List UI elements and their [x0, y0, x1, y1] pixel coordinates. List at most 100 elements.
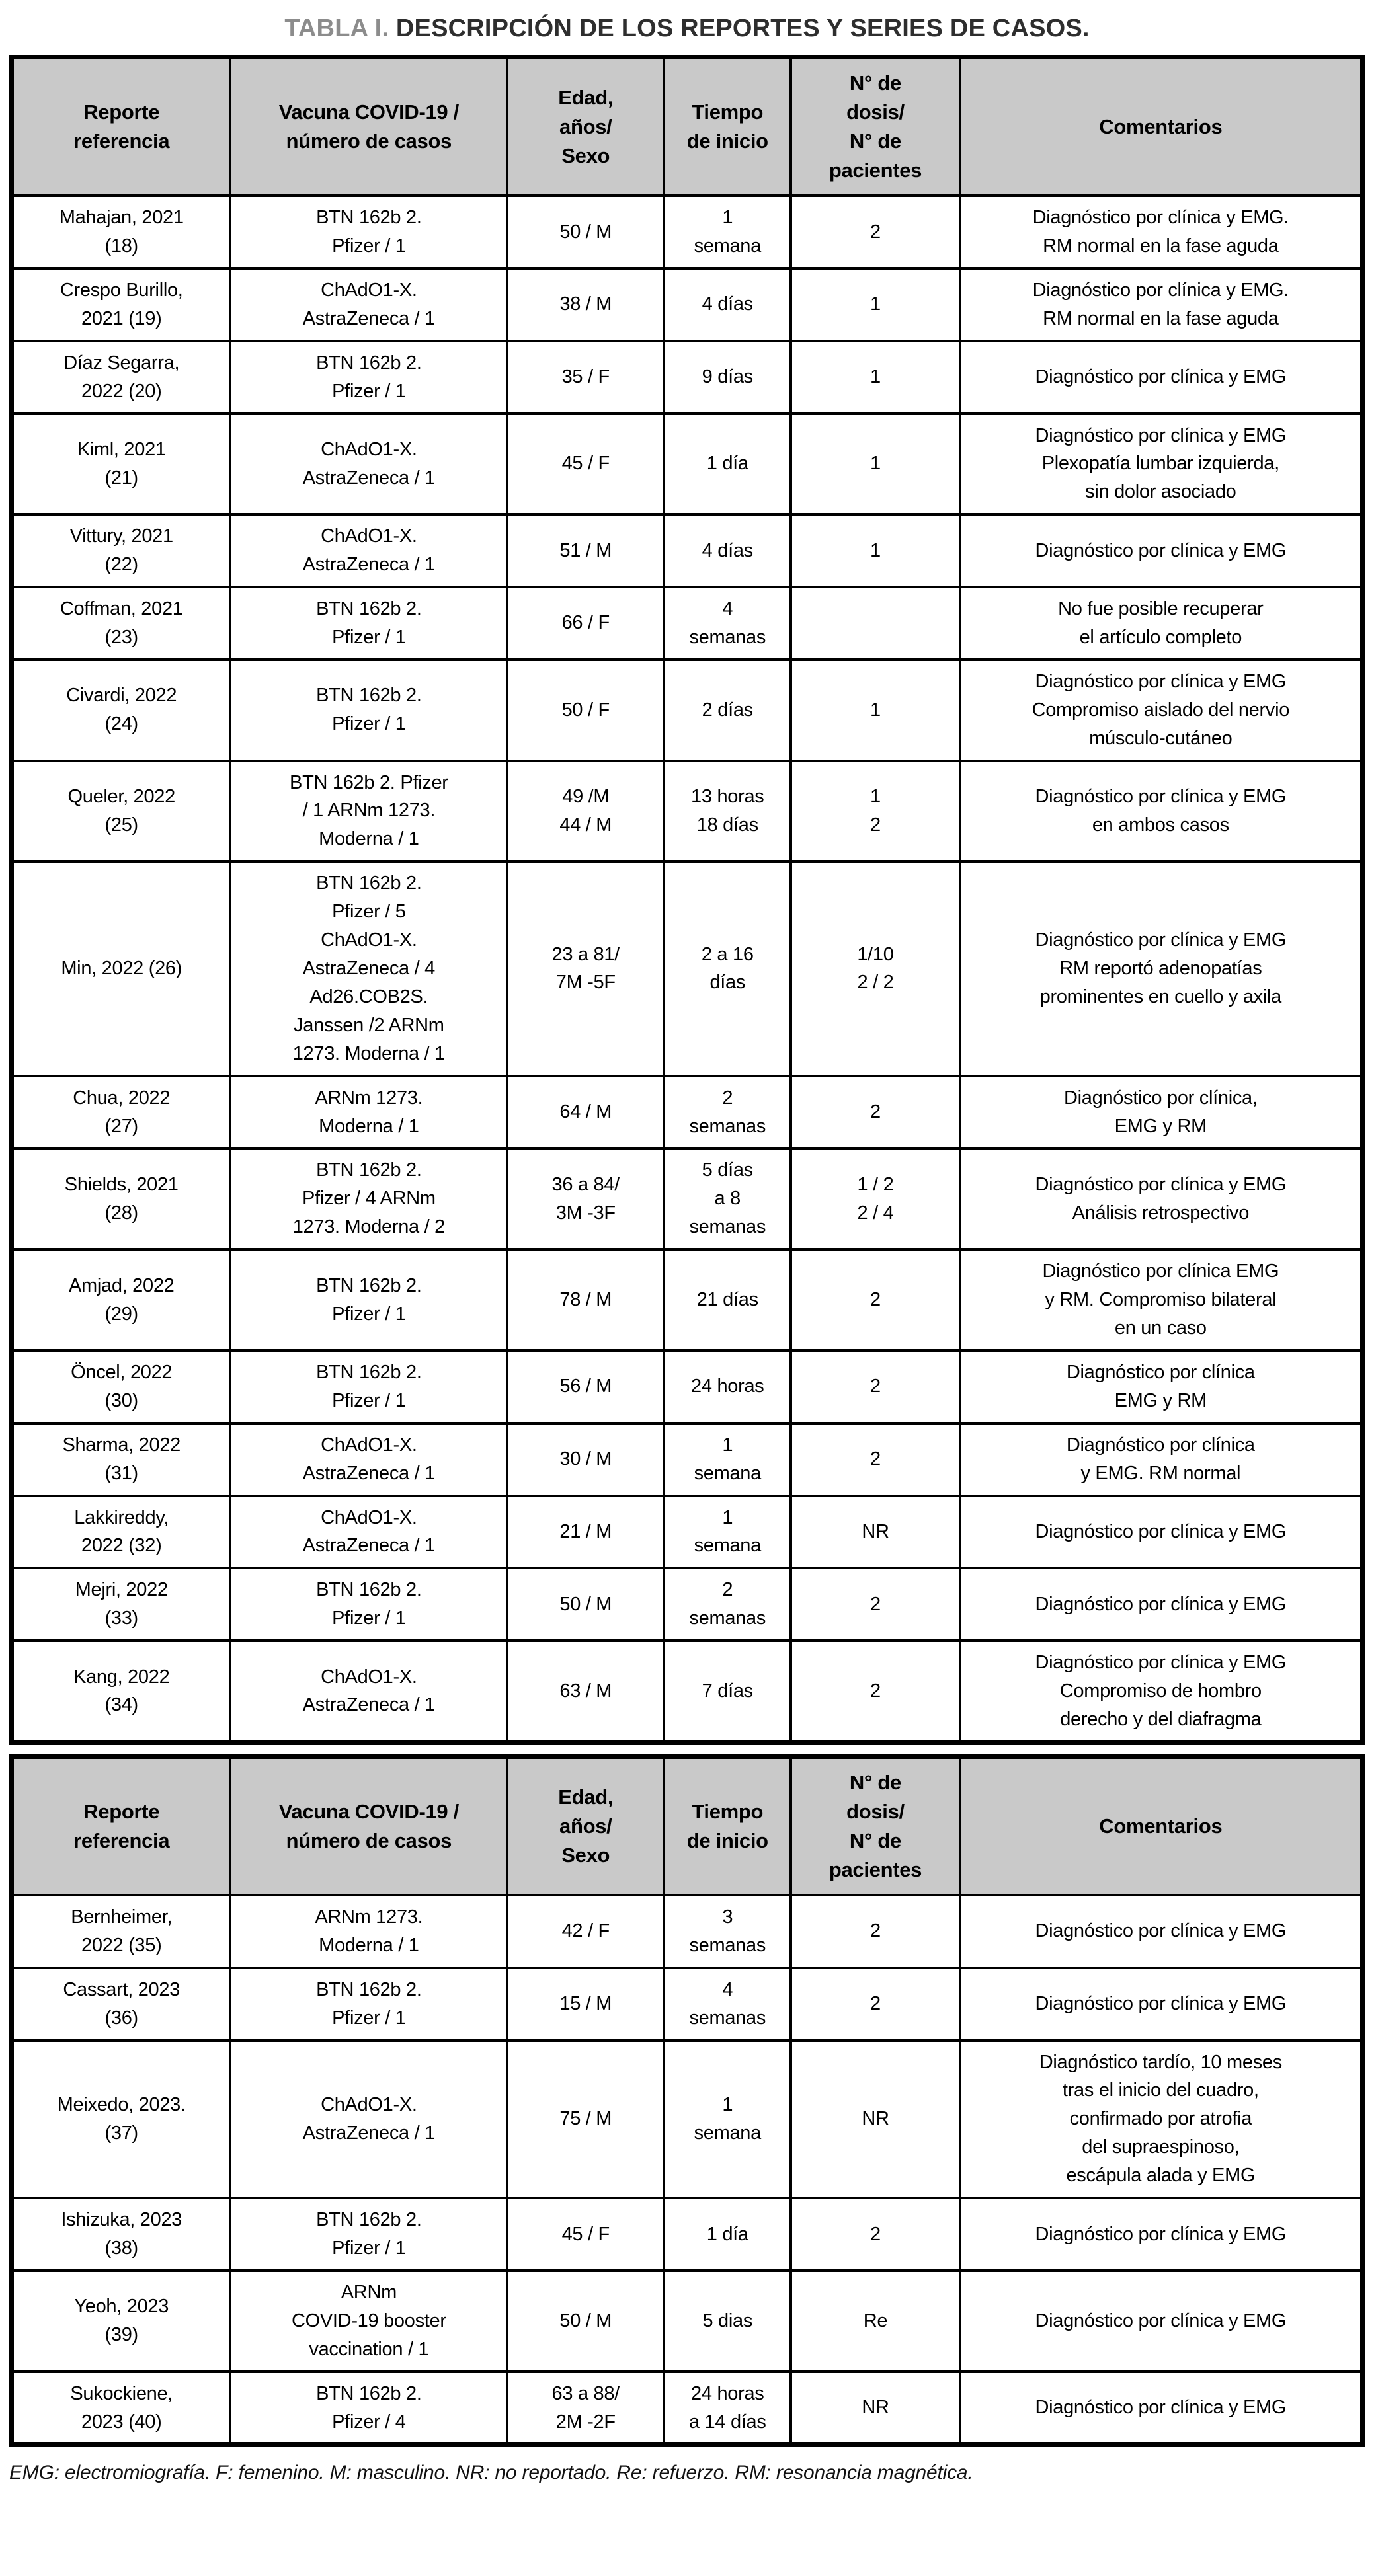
cell-dosis: 2	[789, 1893, 961, 1969]
table-row: Bernheimer, 2022 (35) ARNm 1273. Moderna …	[10, 1893, 1364, 1969]
cell-vacuna: BTN 162b 2. Pfizer / 1	[229, 2197, 509, 2272]
cell-vacuna: BTN 162b 2. Pfizer / 1	[229, 1248, 509, 1352]
cell-comentarios: Diagnóstico por clínica y EMG en ambos c…	[958, 759, 1364, 863]
cell-tiempo: 24 horas a 14 días	[663, 2370, 793, 2446]
table-row: Sharma, 2022 (31) ChAdO1-X. AstraZeneca /…	[10, 1421, 1364, 1497]
cell-ref: Sharma, 2022 (31)	[10, 1421, 232, 1497]
cell-comentarios: No fue posible recuperar el artículo com…	[958, 586, 1364, 661]
cell-comentarios: Diagnóstico por clínica y EMG Plexopatía…	[958, 412, 1364, 516]
cell-dosis: 2	[789, 1074, 961, 1150]
cell-dosis: 2	[789, 2197, 961, 2272]
cell-tiempo: 5 días a 8 semanas	[663, 1147, 793, 1251]
column-header-tiempo: Tiempo de inicio	[663, 56, 793, 198]
cases-table-2: Reporte referencia Vacuna COVID-19 / núme…	[9, 1754, 1365, 2448]
table-row: Cassart, 2023 (36) BTN 162b 2. Pfizer / 1…	[10, 1966, 1364, 2042]
cell-ref: Cassart, 2023 (36)	[10, 1966, 232, 2042]
cell-ref: Lakkireddy, 2022 (32)	[10, 1494, 232, 1570]
cell-dosis: 1	[789, 412, 961, 516]
column-header-ref: Reporte referencia	[10, 1755, 232, 1896]
cell-comentarios: Diagnóstico por clínica y EMG	[958, 2370, 1364, 2446]
cell-vacuna: BTN 162b 2. Pfizer / 1	[229, 658, 509, 762]
table-row: Mahajan, 2021 (18) BTN 162b 2. Pfizer / 1…	[10, 194, 1364, 270]
cell-ref: Mejri, 2022 (33)	[10, 1567, 232, 1643]
cell-dosis: 1	[789, 513, 961, 589]
cell-edad: 50 / M	[506, 1567, 666, 1643]
cell-tiempo: 4 semanas	[663, 586, 793, 661]
cell-dosis: 2	[789, 1248, 961, 1352]
cell-tiempo: 5 dias	[663, 2269, 793, 2373]
table-row: Queler, 2022 (25) BTN 162b 2. Pfizer / 1 …	[10, 759, 1364, 863]
cell-dosis: NR	[789, 2370, 961, 2446]
table-row: Sukockiene, 2023 (40) BTN 162b 2. Pfizer …	[10, 2370, 1364, 2446]
cell-vacuna: ARNm 1273. Moderna / 1	[229, 1074, 509, 1150]
table-row: Lakkireddy, 2022 (32) ChAdO1-X. AstraZene…	[10, 1494, 1364, 1570]
cell-ref: Crespo Burillo, 2021 (19)	[10, 266, 232, 342]
column-header-tiempo: Tiempo de inicio	[663, 1755, 793, 1896]
cell-tiempo: 24 horas	[663, 1348, 793, 1425]
cell-vacuna: BTN 162b 2. Pfizer / 1	[229, 1966, 509, 2042]
column-header-dosis: N° de dosis/ N° de pacientes	[789, 56, 961, 198]
cell-comentarios: Diagnóstico por clínica y EMG Compromiso…	[958, 1639, 1364, 1744]
cell-tiempo: 2 semanas	[663, 1567, 793, 1643]
column-header-dosis: N° de dosis/ N° de pacientes	[789, 1755, 961, 1896]
table-row: Meixedo, 2023. (37) ChAdO1-X. AstraZeneca…	[10, 2039, 1364, 2200]
cell-comentarios: Diagnóstico por clínica y EMG	[958, 1567, 1364, 1643]
cell-comentarios: Diagnóstico por clínica y EMG	[958, 339, 1364, 415]
cell-dosis: 1 2	[789, 759, 961, 863]
column-header-vacuna: Vacuna COVID-19 / número de casos	[229, 1755, 509, 1896]
cell-comentarios: Diagnóstico por clínica y EMG RM reportó…	[958, 860, 1364, 1077]
cell-edad: 63 a 88/ 2M -2F	[506, 2370, 666, 2446]
cell-vacuna: ChAdO1-X. AstraZeneca / 1	[229, 1639, 509, 1744]
cases-table-1: Reporte referencia Vacuna COVID-19 / núme…	[9, 55, 1365, 1745]
cell-tiempo: 7 días	[663, 1639, 793, 1744]
cell-vacuna: ARNm 1273. Moderna / 1	[229, 1893, 509, 1969]
cell-dosis: 1 / 2 2 / 4	[789, 1147, 961, 1251]
cell-dosis: 2	[789, 1639, 961, 1744]
cell-vacuna: ChAdO1-X. AstraZeneca / 1	[229, 513, 509, 589]
cell-dosis: NR	[789, 2039, 961, 2200]
cell-edad: 49 /M 44 / M	[506, 759, 666, 863]
column-header-comentarios: Comentarios	[958, 56, 1364, 198]
cell-edad: 64 / M	[506, 1074, 666, 1150]
cell-comentarios: Diagnóstico por clínica y EMG	[958, 1494, 1364, 1570]
cell-vacuna: ChAdO1-X. AstraZeneca / 1	[229, 1421, 509, 1497]
cell-ref: Coffman, 2021 (23)	[10, 586, 232, 661]
cell-ref: Yeoh, 2023 (39)	[10, 2269, 232, 2373]
cell-edad: 30 / M	[506, 1421, 666, 1497]
table-header-1: Reporte referencia Vacuna COVID-19 / núme…	[10, 56, 1364, 198]
cell-dosis: 2	[789, 194, 961, 270]
column-header-vacuna: Vacuna COVID-19 / número de casos	[229, 56, 509, 198]
cell-comentarios: Diagnóstico por clínica y EMG Compromiso…	[958, 658, 1364, 762]
table-row: Shields, 2021 (28) BTN 162b 2. Pfizer / 4…	[10, 1147, 1364, 1251]
table-row: Mejri, 2022 (33) BTN 162b 2. Pfizer / 1 50…	[10, 1567, 1364, 1643]
cell-edad: 23 a 81/ 7M -5F	[506, 860, 666, 1077]
cell-ref: Civardi, 2022 (24)	[10, 658, 232, 762]
cell-vacuna: BTN 162b 2. Pfizer / 1	[229, 1348, 509, 1425]
cell-edad: 38 / M	[506, 266, 666, 342]
cell-comentarios: Diagnóstico por clínica y EMG. RM normal…	[958, 194, 1364, 270]
cell-dosis: 1/10 2 / 2	[789, 860, 961, 1077]
cell-comentarios: Diagnóstico por clínica y EMG Análisis r…	[958, 1147, 1364, 1251]
cell-dosis: 1	[789, 266, 961, 342]
cell-ref: Bernheimer, 2022 (35)	[10, 1893, 232, 1969]
cell-ref: Öncel, 2022 (30)	[10, 1348, 232, 1425]
cell-ref: Chua, 2022 (27)	[10, 1074, 232, 1150]
table-row: Yeoh, 2023 (39) ARNm COVID-19 booster vac…	[10, 2269, 1364, 2373]
table-row: Ishizuka, 2023 (38) BTN 162b 2. Pfizer / …	[10, 2197, 1364, 2272]
cell-edad: 75 / M	[506, 2039, 666, 2200]
cell-comentarios: Diagnóstico por clínica, EMG y RM	[958, 1074, 1364, 1150]
table-row: Amjad, 2022 (29) BTN 162b 2. Pfizer / 1 78…	[10, 1248, 1364, 1352]
table-row: Civardi, 2022 (24) BTN 162b 2. Pfizer / 1…	[10, 658, 1364, 762]
cell-tiempo: 1 día	[663, 412, 793, 516]
table-number-label: TABLA I.	[284, 15, 389, 42]
cell-edad: 50 / M	[506, 2269, 666, 2373]
cell-tiempo: 4 días	[663, 513, 793, 589]
cell-edad: 50 / F	[506, 658, 666, 762]
table-row: Crespo Burillo, 2021 (19) ChAdO1-X. Astra…	[10, 266, 1364, 342]
cell-edad: 78 / M	[506, 1248, 666, 1352]
cell-vacuna: ChAdO1-X. AstraZeneca / 1	[229, 1494, 509, 1570]
cell-vacuna: ARNm COVID-19 booster vaccination / 1	[229, 2269, 509, 2373]
column-header-edad: Edad, años/ Sexo	[506, 56, 666, 198]
cell-tiempo: 3 semanas	[663, 1893, 793, 1969]
cell-dosis: 1	[789, 339, 961, 415]
